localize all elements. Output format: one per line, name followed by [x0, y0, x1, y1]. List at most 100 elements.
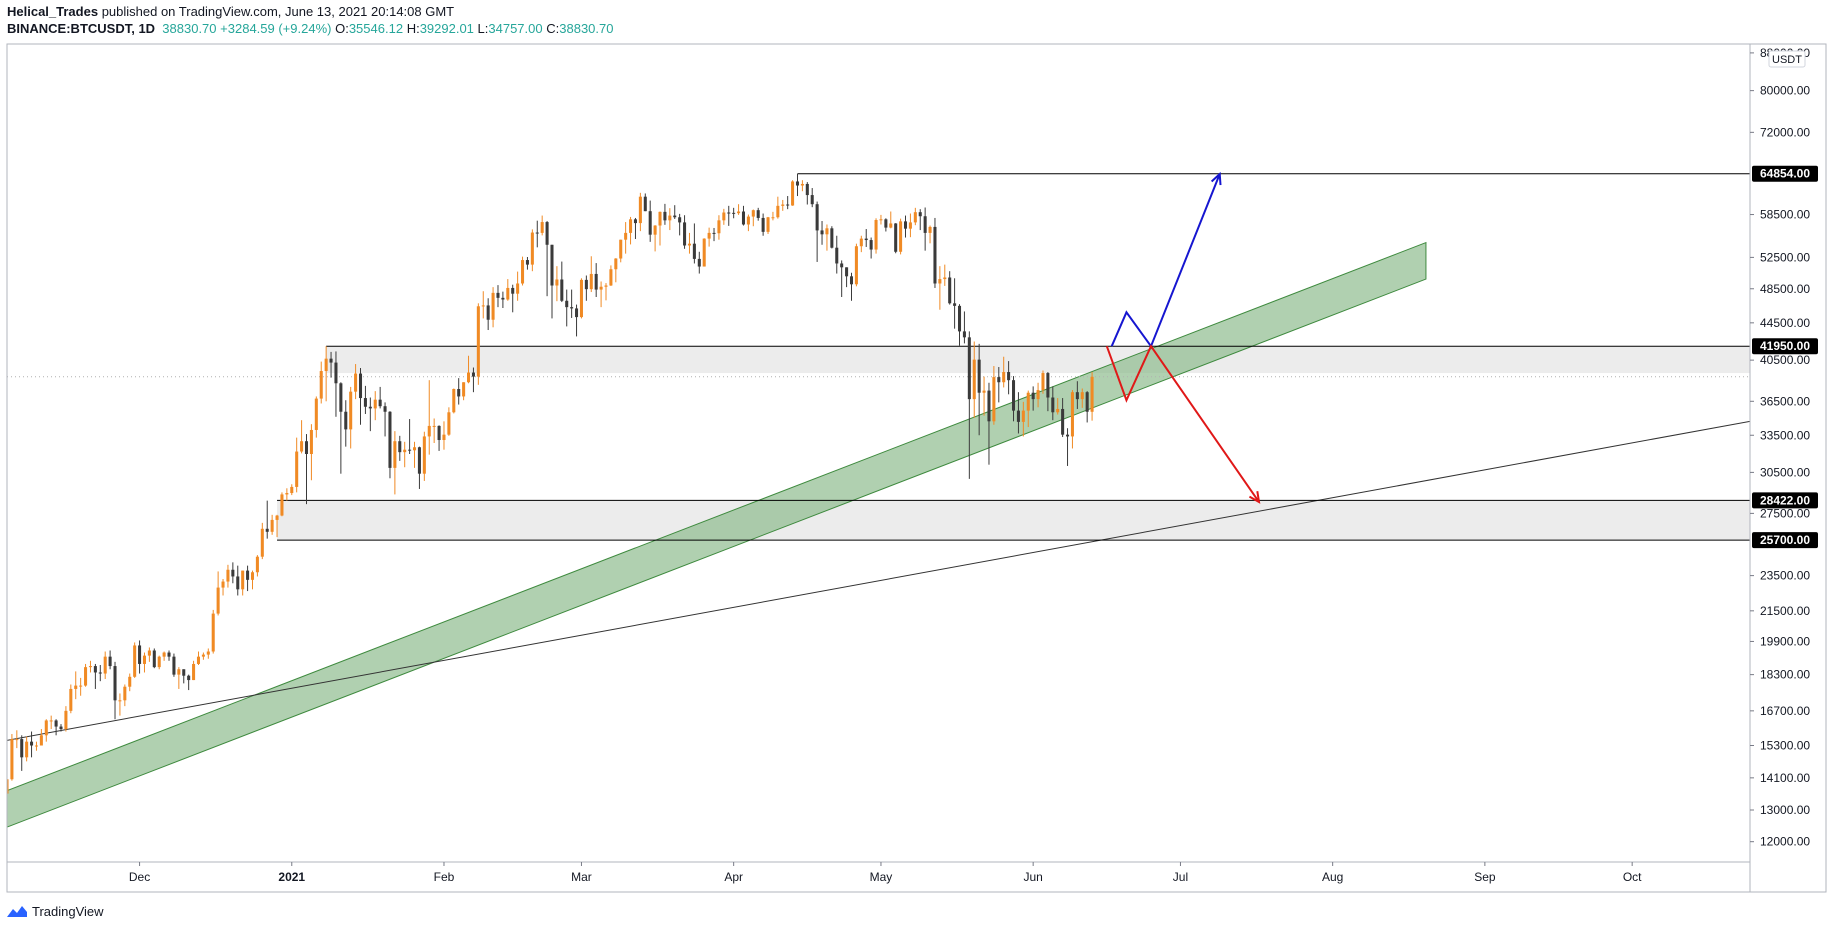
candle[interactable] — [584, 275, 588, 301]
candle[interactable] — [683, 215, 687, 249]
candle[interactable] — [1021, 401, 1025, 437]
candle[interactable] — [707, 227, 711, 247]
candle[interactable] — [285, 488, 289, 501]
candle[interactable] — [196, 651, 201, 666]
candle[interactable] — [766, 216, 770, 234]
candle[interactable] — [633, 217, 637, 239]
candle[interactable] — [1002, 356, 1006, 388]
candle[interactable] — [525, 257, 529, 270]
candle[interactable] — [368, 397, 372, 432]
candle[interactable] — [727, 205, 731, 226]
candle[interactable] — [923, 207, 927, 251]
candle[interactable] — [486, 298, 490, 331]
candle[interactable] — [599, 281, 603, 308]
candle[interactable] — [265, 500, 269, 539]
candle[interactable] — [830, 226, 834, 249]
candle[interactable] — [820, 221, 824, 245]
candle[interactable] — [138, 640, 142, 674]
uptrend-channel[interactable] — [7, 241, 1427, 828]
candle[interactable] — [894, 223, 898, 254]
candle[interactable] — [147, 647, 151, 662]
candle[interactable] — [437, 425, 441, 451]
candle[interactable] — [54, 719, 58, 736]
candle[interactable] — [815, 201, 819, 262]
candle[interactable] — [501, 291, 505, 308]
candle[interactable] — [226, 564, 230, 588]
candle[interactable] — [44, 719, 48, 742]
candle[interactable] — [1051, 386, 1055, 421]
candle[interactable] — [74, 671, 78, 700]
candle[interactable] — [128, 673, 132, 692]
candle[interactable] — [835, 235, 839, 274]
candle[interactable] — [427, 380, 431, 455]
candle[interactable] — [1080, 388, 1084, 408]
candle[interactable] — [290, 484, 294, 496]
candle[interactable] — [1031, 386, 1035, 411]
candle[interactable] — [246, 565, 250, 592]
candle[interactable] — [997, 367, 1001, 403]
price-level-badge[interactable]: 25700.00 — [1752, 532, 1818, 549]
candle[interactable] — [5, 775, 9, 804]
candle[interactable] — [953, 278, 957, 329]
price-level-badge[interactable]: 41950.00 — [1752, 338, 1818, 355]
candle[interactable] — [354, 364, 358, 400]
candle[interactable] — [535, 220, 539, 248]
candle[interactable] — [1007, 361, 1011, 395]
candle[interactable] — [928, 225, 932, 244]
candle[interactable] — [972, 341, 976, 418]
candle[interactable] — [805, 182, 809, 205]
candle[interactable] — [506, 279, 510, 301]
candle[interactable] — [10, 734, 14, 781]
candle[interactable] — [697, 251, 701, 274]
candle[interactable] — [319, 361, 323, 404]
candle[interactable] — [1061, 398, 1065, 438]
candle[interactable] — [918, 209, 922, 231]
candle[interactable] — [113, 661, 117, 720]
candle[interactable] — [903, 215, 908, 238]
candle[interactable] — [157, 655, 161, 670]
candle[interactable] — [231, 562, 235, 584]
candle[interactable] — [295, 437, 299, 493]
candle[interactable] — [521, 256, 525, 286]
candle[interactable] — [638, 192, 642, 232]
candle[interactable] — [304, 434, 309, 505]
candle[interactable] — [172, 653, 176, 677]
price-level-badge[interactable]: 28422.00 — [1752, 492, 1818, 509]
candle[interactable] — [84, 663, 88, 687]
candle[interactable] — [614, 258, 618, 283]
candle[interactable] — [88, 660, 92, 673]
currency-label[interactable]: USDT — [1772, 54, 1802, 66]
candle[interactable] — [260, 522, 264, 560]
candle[interactable] — [211, 609, 215, 654]
support-trendline[interactable] — [7, 420, 1750, 741]
candle[interactable] — [442, 421, 446, 450]
candle[interactable] — [899, 218, 903, 255]
candle[interactable] — [349, 386, 353, 449]
candle[interactable] — [786, 196, 790, 210]
candle[interactable] — [992, 366, 996, 425]
candle[interactable] — [378, 386, 382, 409]
candle[interactable] — [182, 669, 186, 684]
candle[interactable] — [403, 441, 407, 468]
candle[interactable] — [800, 180, 804, 192]
candle[interactable] — [663, 203, 667, 225]
candle[interactable] — [732, 207, 736, 219]
tradingview-logo-icon[interactable] — [6, 904, 28, 918]
candle[interactable] — [467, 355, 471, 384]
candle[interactable] — [938, 266, 942, 310]
candle[interactable] — [363, 385, 367, 414]
candle[interactable] — [201, 652, 205, 660]
candle[interactable] — [177, 667, 181, 689]
candle[interactable] — [481, 291, 485, 319]
candle[interactable] — [206, 648, 210, 659]
candle[interactable] — [751, 209, 755, 227]
candle[interactable] — [746, 214, 750, 232]
candle[interactable] — [388, 411, 392, 479]
projection-path-1[interactable] — [1105, 344, 1260, 503]
candle[interactable] — [314, 396, 318, 438]
candle[interactable] — [422, 431, 426, 481]
candle[interactable] — [412, 441, 417, 468]
candle[interactable] — [933, 217, 937, 288]
candle[interactable] — [908, 213, 912, 238]
